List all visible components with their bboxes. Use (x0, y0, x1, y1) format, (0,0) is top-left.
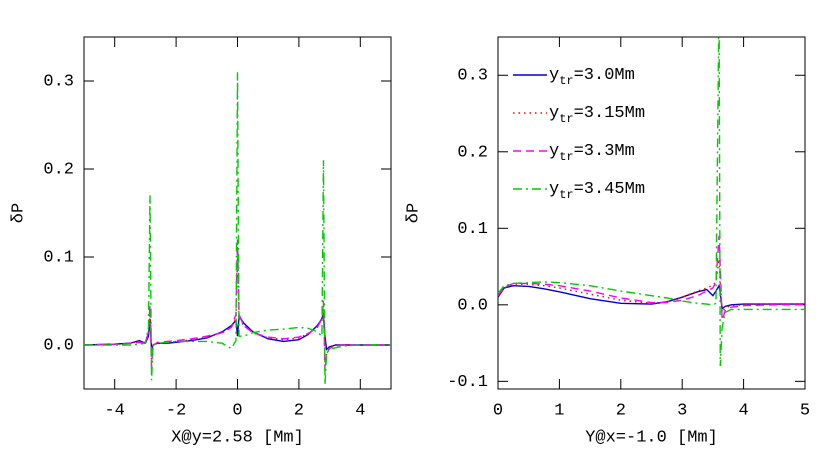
panel: -4 -2 0 2 4 0.0 0.1 0.2 0.3 X@y=2.58 [Mm] δP (9, 36, 392, 447)
x-tick-label: 0 (493, 401, 503, 420)
data-line (84, 256, 391, 363)
x-tick-label: -2 (166, 401, 186, 420)
plot-area (84, 72, 391, 385)
x-tick-label: 1 (554, 401, 564, 420)
plot-frame (497, 36, 806, 390)
legend-label: ytr=3.3Mm (549, 142, 635, 164)
y-tick-label: 0.2 (457, 143, 488, 162)
y-axis-label: δP (404, 203, 423, 223)
y-tick-label: 0.0 (43, 336, 74, 355)
x-tick-label: 0 (232, 401, 242, 420)
x-tick-label: 5 (800, 401, 810, 420)
legend-label: ytr=3.45Mm (549, 180, 645, 202)
y-tick-label: 0.1 (43, 248, 74, 267)
y-tick-label: 0.1 (457, 220, 488, 239)
data-line (84, 313, 391, 351)
y-tick-label: 0.0 (457, 296, 488, 315)
data-line (498, 283, 805, 310)
plot-area (498, 37, 805, 367)
x-tick-label: -4 (104, 401, 124, 420)
panel: 0 1 2 3 4 5 -0.1 0.0 0.1 0.2 0.3 Y@x=-1.0 [Mm] δP ytr… (404, 36, 810, 447)
legend-label: ytr=3.15Mm (549, 104, 645, 126)
data-line (84, 239, 391, 372)
y-tick-label: 0.3 (43, 72, 74, 91)
y-axis-label: δP (9, 203, 28, 223)
x-axis-label: Y@x=-1.0 [Mm] (585, 428, 718, 447)
data-line (498, 235, 805, 321)
x-tick-label: 2 (294, 401, 304, 420)
data-line (498, 258, 805, 315)
x-axis-label: X@y=2.58 [Mm] (171, 428, 304, 447)
data-line (498, 37, 805, 367)
x-tick-label: 3 (677, 401, 687, 420)
y-tick-label: 0.3 (457, 67, 488, 86)
legend-label: ytr=3.0Mm (549, 66, 635, 88)
y-tick-label: -0.1 (447, 373, 488, 392)
x-tick-label: 4 (738, 401, 748, 420)
x-tick-label: 2 (616, 401, 626, 420)
x-tick-label: 4 (355, 401, 365, 420)
y-tick-label: 0.2 (43, 160, 74, 179)
data-line (84, 72, 391, 385)
